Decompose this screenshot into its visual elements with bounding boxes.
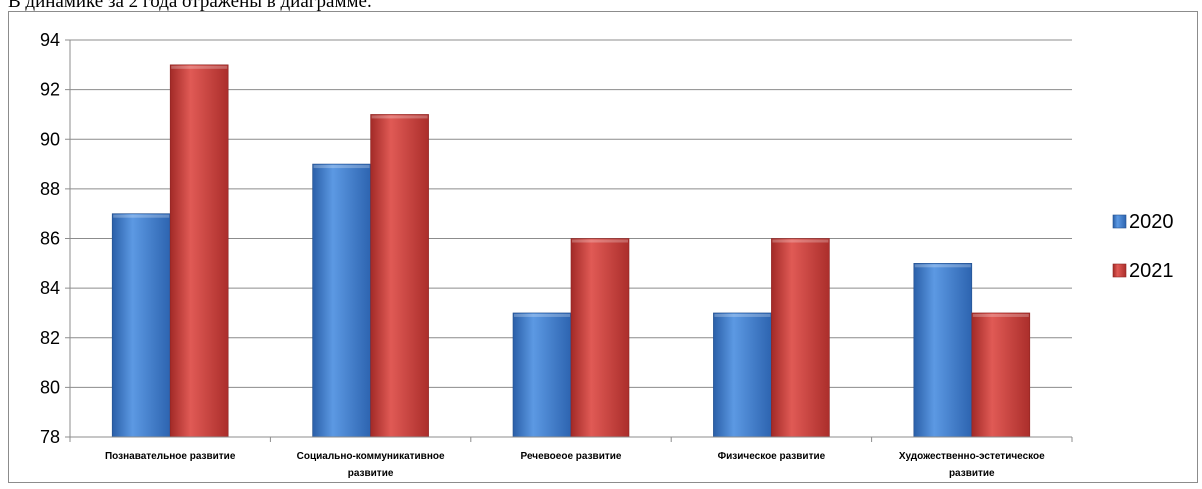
bar-2020-2 [312,163,371,438]
axes [65,39,1073,442]
y-tick-label: 84 [40,278,60,298]
legend-label-2021: 2021 [1129,260,1174,282]
y-tick-label: 92 [40,80,60,100]
bar-highlight [514,313,570,317]
bar-highlight [972,313,1029,317]
y-tick-label: 90 [40,129,60,149]
bars [111,64,1031,438]
y-tick-label: 88 [40,179,60,199]
bar-2020-3 [512,312,572,438]
legend: 2020 2021 [1112,211,1174,282]
x-tick-label: Художественно-эстетическое [899,451,1045,462]
legend-swatch-2020 [1112,214,1127,229]
legend-label-2020: 2020 [1129,211,1174,233]
bar-2020-4 [713,312,772,438]
bar-2021-5 [971,312,1031,438]
y-tick-label: 94 [40,30,60,50]
tick-labels: 78 80 82 84 86 88 90 92 94 Познавательное развити… [40,30,1045,479]
bar-2021-4 [771,238,830,438]
bar-2020-5 [913,263,973,438]
bar-highlight [113,214,170,218]
bar-highlight [914,264,971,268]
legend-swatch-2021 [1112,263,1127,278]
bar-highlight [572,239,628,243]
x-tick-label: Речевоеое развитие [521,451,622,462]
x-tick-label: Познавательное развитие [105,451,236,462]
bar-2021-2 [370,114,429,438]
bar-2021-3 [570,238,630,438]
bar-highlight [371,115,428,119]
bar-highlight [772,239,829,243]
intro-text: В динамике за 2 года отражены в диаграмм… [8,0,372,12]
bar-2021-1 [169,64,229,438]
bar-highlight [714,313,771,317]
bar-highlight [313,165,370,169]
x-tick-label: Социально-коммуникативное [297,451,445,462]
y-tick-label: 80 [40,377,60,397]
x-tick-label: Физическое развитие [718,451,826,462]
y-tick-label: 78 [40,427,60,447]
x-tick-label: развитие [348,468,394,479]
y-tick-label: 86 [40,229,60,249]
bar-highlight [171,65,228,69]
y-tick-label: 82 [40,328,60,348]
x-tick-label: развитие [949,468,995,479]
bar-2020-1 [111,213,171,438]
